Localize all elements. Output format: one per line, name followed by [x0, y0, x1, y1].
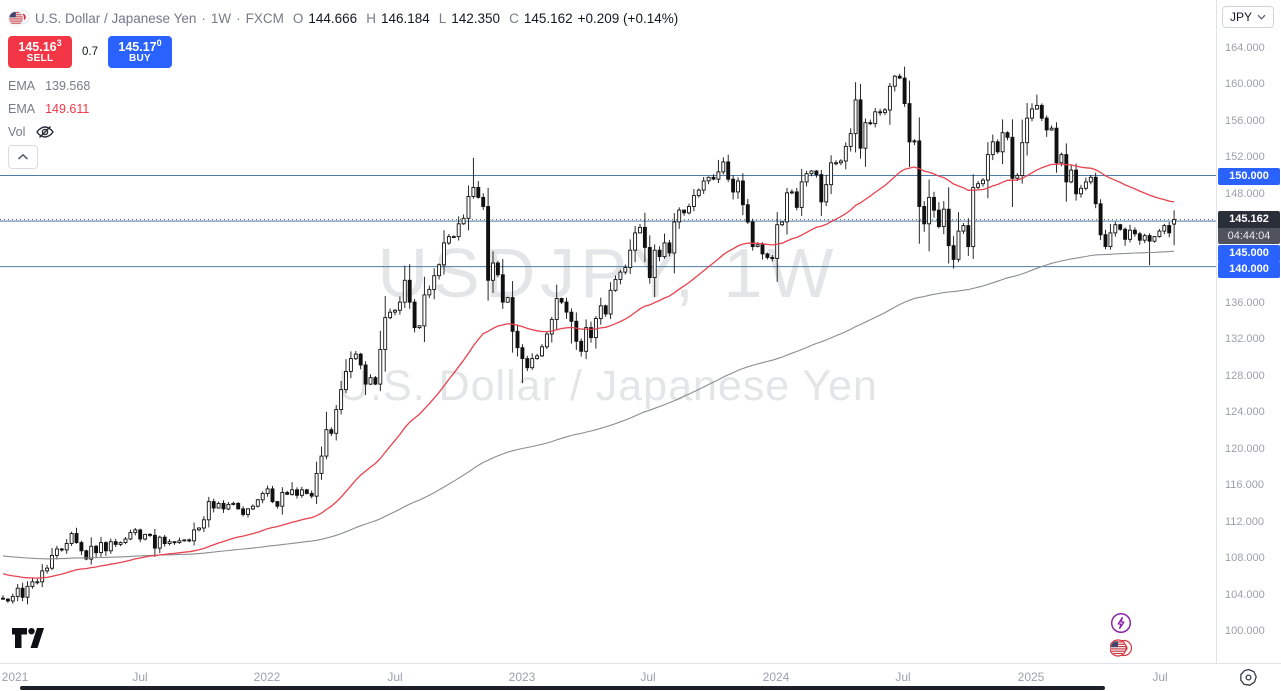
change-value: +0.209 (+0.14%)	[577, 10, 679, 26]
price-chart	[0, 66, 1216, 605]
time-tick-2022: 2022	[253, 670, 281, 684]
price-tick-108: 108.000	[1225, 552, 1265, 565]
ema-line-slow	[2, 250, 1175, 560]
clock-icon[interactable]	[1239, 668, 1258, 687]
chart-pane[interactable]: USDJPY, 1W U.S. Dollar / Japanese Yen	[0, 0, 1216, 663]
eye-slash-icon[interactable]	[35, 125, 55, 139]
time-tick-Jul: Jul	[895, 670, 911, 684]
pair-logo-icon	[1110, 637, 1132, 659]
price-tick-120: 120.000	[1225, 442, 1265, 455]
price-tick-160: 160.000	[1225, 78, 1265, 91]
buy-label: BUY	[128, 53, 151, 65]
price-tick-124: 124.000	[1225, 406, 1265, 419]
legend-row-volume[interactable]: Vol	[8, 120, 90, 143]
buy-price: 145.17	[118, 40, 157, 55]
sell-label: SELL	[26, 53, 54, 65]
price-tick-116: 116.000	[1225, 479, 1264, 492]
buy-button[interactable]: 145.170 BUY	[108, 36, 172, 68]
chevron-down-icon	[1257, 14, 1266, 20]
symbol-header: U.S. Dollar / Japanese Yen · 1W · FXCM O…	[8, 8, 678, 28]
price-axis[interactable]: JPY 164.000 160.000 156.000 152.000 148.000 1…	[1216, 0, 1281, 663]
spread-value: 0.7	[72, 36, 108, 68]
sell-price: 145.16	[18, 40, 57, 55]
corner-icons	[1110, 612, 1132, 659]
price-badge-140[interactable]: 140.000	[1218, 260, 1280, 278]
high-letter: H	[366, 10, 376, 26]
high-value: 146.184	[380, 10, 430, 26]
symbol-title[interactable]: U.S. Dollar / Japanese Yen	[35, 10, 197, 26]
price-tick-148: 148.000	[1225, 187, 1265, 200]
buy-price-sup: 0	[156, 38, 162, 49]
indicator-legend: EMA 139.568 EMA 149.611 Vol	[8, 74, 90, 143]
candles	[1, 66, 1177, 605]
price-tick-128: 128.000	[1225, 369, 1265, 382]
interval-label[interactable]: 1W	[210, 10, 232, 26]
low-letter: L	[438, 10, 447, 26]
volume-label: Vol	[8, 124, 26, 139]
time-tick-2025: 2025	[1017, 670, 1045, 684]
time-tick-Jul: Jul	[132, 670, 148, 684]
horizontal-scrollbar[interactable]	[20, 686, 1105, 690]
low-value: 142.350	[451, 10, 501, 26]
last-price-value: 145.162	[1218, 211, 1280, 229]
last-price-badge: 145.162 04:44:04	[1218, 211, 1280, 245]
price-badge-150[interactable]: 150.000	[1218, 167, 1280, 185]
collapse-legend-button[interactable]	[8, 145, 38, 169]
time-tick-2023: 2023	[508, 670, 536, 684]
separator: ·	[236, 10, 241, 26]
open-value: 144.666	[308, 10, 358, 26]
currency-label: JPY	[1230, 10, 1253, 24]
sell-button[interactable]: 145.163 SELL	[8, 36, 72, 68]
ema-slow-value: 139.568	[45, 78, 91, 93]
bar-countdown: 04:44:04	[1218, 228, 1280, 245]
price-tick-156: 156.000	[1225, 114, 1265, 127]
separator: ·	[201, 10, 206, 26]
time-tick-Jul: Jul	[1152, 670, 1168, 684]
price-tick-136: 136.000	[1225, 297, 1265, 310]
time-tick-2024: 2024	[762, 670, 790, 684]
ema-fast-value: 149.611	[45, 101, 90, 116]
tradingview-logo-icon[interactable]	[12, 628, 44, 655]
price-tick-164: 164.000	[1225, 42, 1265, 54]
lightning-icon[interactable]	[1110, 612, 1132, 634]
price-tick-152: 152.000	[1225, 151, 1265, 164]
time-tick-Jul: Jul	[640, 670, 656, 684]
currency-dropdown[interactable]: JPY	[1222, 6, 1274, 28]
close-value: 145.162	[523, 10, 573, 26]
open-letter: O	[292, 10, 304, 26]
sell-price-sup: 3	[56, 38, 62, 49]
ema-line-fast	[2, 163, 1175, 579]
exchange-label[interactable]: FXCM	[245, 10, 284, 26]
close-letter: C	[509, 10, 519, 26]
trade-widget: 145.163 SELL 0.7 145.170 BUY	[8, 36, 172, 68]
pair-flags-icon[interactable]	[8, 8, 30, 28]
time-tick-2021: 2021	[1, 670, 29, 684]
price-tick-104: 104.000	[1225, 588, 1265, 601]
price-tick-132: 132.000	[1225, 333, 1265, 346]
ema-slow-label: EMA	[8, 78, 36, 93]
legend-row-ema-slow[interactable]: EMA 139.568	[8, 74, 90, 97]
legend-row-ema-fast[interactable]: EMA 149.611	[8, 97, 90, 120]
price-tick-112: 112.000	[1225, 515, 1264, 528]
chevron-up-icon	[17, 153, 29, 160]
time-tick-Jul: Jul	[387, 670, 403, 684]
price-tick-100: 100.000	[1225, 624, 1265, 637]
ema-fast-label: EMA	[8, 101, 36, 116]
price-badge-145[interactable]: 145.000	[1218, 244, 1280, 262]
